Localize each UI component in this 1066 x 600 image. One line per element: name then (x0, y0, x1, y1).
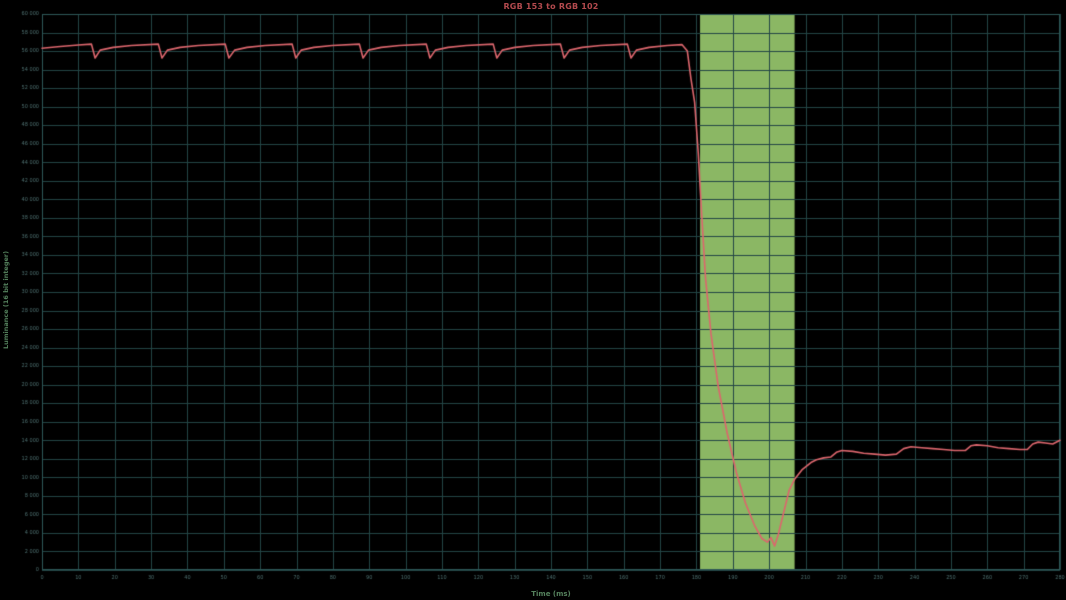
y-axis-label: Luminance (16 bit integer) (2, 250, 10, 350)
chart-title: RGB 153 to RGB 102 (503, 2, 599, 11)
x-axis-label: Time (ms) (531, 590, 571, 598)
